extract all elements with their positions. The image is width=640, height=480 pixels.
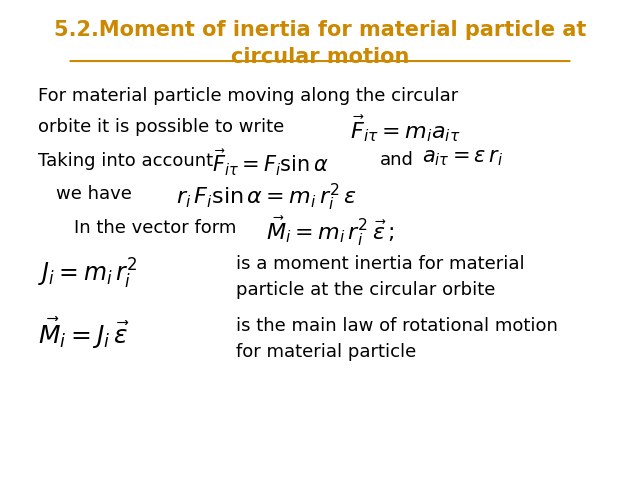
Text: Taking into account: Taking into account <box>38 152 212 170</box>
Text: is a moment inertia for material: is a moment inertia for material <box>236 255 525 273</box>
Text: we have: we have <box>56 185 131 203</box>
Text: and: and <box>380 151 414 169</box>
Text: $\vec{M}_i = m_i\, r_i^2\, \vec{\varepsilon}\,;$: $\vec{M}_i = m_i\, r_i^2\, \vec{\varepsi… <box>266 215 394 248</box>
Text: is the main law of rotational motion: is the main law of rotational motion <box>236 317 557 336</box>
Text: $a_{i\tau} = \varepsilon\, r_i$: $a_{i\tau} = \varepsilon\, r_i$ <box>422 148 503 168</box>
Text: $J_i = m_i\, r_i^2$: $J_i = m_i\, r_i^2$ <box>38 257 136 291</box>
Text: 5.2.Moment of inertia for material particle at
circular motion: 5.2.Moment of inertia for material parti… <box>54 21 586 67</box>
Text: $\vec{F}_{i\tau} = m_i a_{i\tau}$: $\vec{F}_{i\tau} = m_i a_{i\tau}$ <box>350 114 461 144</box>
Text: orbite it is possible to write: orbite it is possible to write <box>38 118 284 136</box>
Text: $r_i\, F_i \sin\alpha = m_i\, r_i^2\, \varepsilon$: $r_i\, F_i \sin\alpha = m_i\, r_i^2\, \v… <box>176 182 356 213</box>
Text: $\vec{F}_{i\tau} = F_i \sin\alpha$: $\vec{F}_{i\tau} = F_i \sin\alpha$ <box>212 148 328 178</box>
Text: For material particle moving along the circular: For material particle moving along the c… <box>38 87 458 105</box>
Text: particle at the circular orbite: particle at the circular orbite <box>236 281 495 299</box>
Text: In the vector form: In the vector form <box>74 218 236 237</box>
Text: for material particle: for material particle <box>236 343 416 360</box>
Text: $\vec{M}_i = J_i\, \vec{\varepsilon}$: $\vec{M}_i = J_i\, \vec{\varepsilon}$ <box>38 316 129 351</box>
